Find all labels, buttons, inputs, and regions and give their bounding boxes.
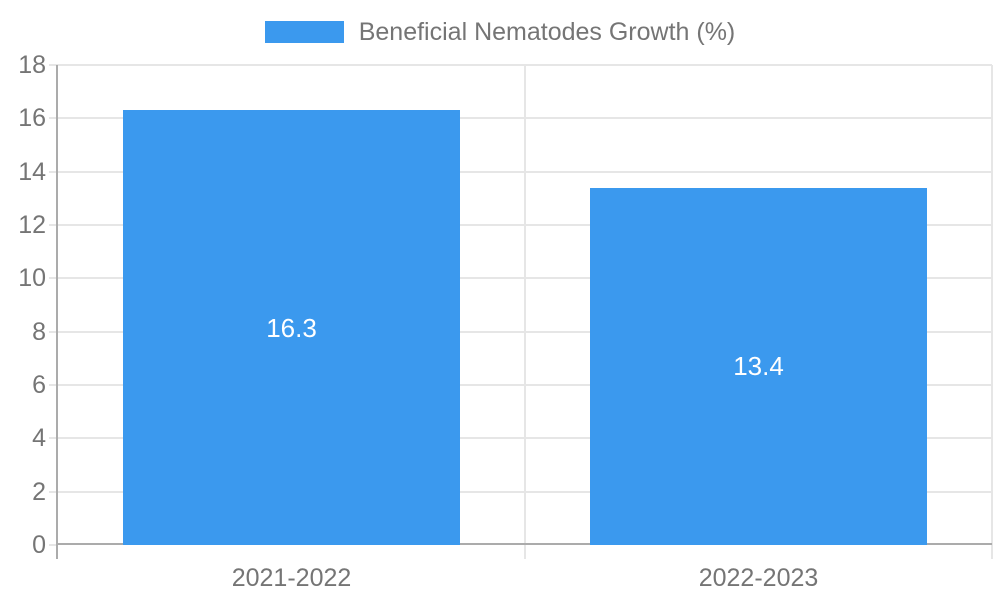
y-axis-label: 6 (32, 371, 46, 399)
bar[interactable]: 16.3 (123, 110, 460, 545)
x-axis-line (58, 543, 992, 545)
y-axis-line (56, 65, 58, 559)
y-tick-mark (49, 224, 58, 226)
x-gridline (991, 65, 993, 559)
x-gridline (524, 65, 526, 559)
y-tick-mark (49, 384, 58, 386)
y-axis-label: 18 (18, 51, 46, 79)
y-tick-mark (49, 117, 58, 120)
y-axis-label: 10 (18, 264, 46, 293)
x-axis-label: 2021-2022 (231, 564, 352, 592)
y-tick-mark (49, 170, 58, 173)
chart-legend[interactable]: Beneficial Nematodes Growth (%) (0, 19, 1000, 45)
y-tick-mark (49, 544, 58, 546)
bar[interactable]: 13.4 (590, 187, 927, 545)
y-axis-label: 14 (18, 157, 46, 186)
legend-label: Beneficial Nematodes Growth (%) (358, 18, 736, 46)
y-tick-mark (49, 490, 58, 493)
y-axis-label: 0 (32, 531, 46, 559)
bar-value-label: 16.3 (266, 312, 317, 343)
y-axis-label: 2 (32, 477, 46, 506)
y-tick-mark (49, 437, 58, 440)
y-axis-label: 12 (18, 211, 46, 239)
bar-value-label: 13.4 (733, 351, 784, 382)
legend-swatch-icon (264, 21, 344, 43)
y-tick-mark (49, 64, 58, 66)
y-axis-label: 8 (32, 317, 46, 346)
x-axis-label: 2022-2023 (698, 564, 819, 592)
plot-area: 0 2 4 6 8 10 12 14 16 18 16.3 2021-2022 13.4 2022-202… (18, 52, 993, 591)
y-tick-mark (49, 330, 58, 333)
y-axis-label: 4 (32, 424, 46, 453)
y-axis-label: 16 (18, 104, 46, 133)
y-tick-mark (49, 277, 58, 280)
